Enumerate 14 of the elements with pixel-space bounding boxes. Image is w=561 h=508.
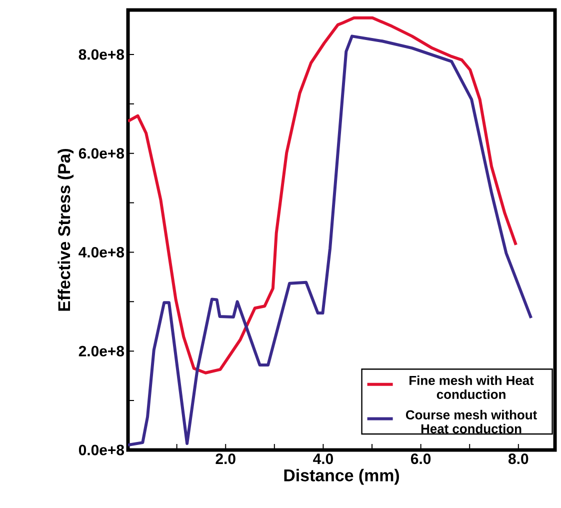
- y-tick-label: 0.0e+8: [78, 444, 124, 456]
- x-tick-label: 4.0: [313, 454, 333, 464]
- x-tick-label: 6.0: [410, 454, 431, 464]
- legend-label: Fine mesh with Heat conduction: [410, 376, 534, 399]
- x-tick-label: 2.0: [216, 454, 236, 464]
- line-series: [128, 16, 518, 374]
- y-axis-title: Effective Stress (Pa): [58, 148, 74, 311]
- y-tick-label: 4.0e+8: [78, 246, 124, 258]
- x-tick-label: 8.0: [508, 454, 528, 464]
- x-axis-title: Distance (mm): [284, 468, 399, 485]
- legend-label: Course mesh without Heat conduction: [406, 410, 537, 434]
- y-tick-label: 2.0e+8: [78, 346, 124, 356]
- y-tick-label: 6.0e+8: [78, 148, 124, 159]
- y-tick-label: 8.0e+8: [78, 49, 124, 60]
